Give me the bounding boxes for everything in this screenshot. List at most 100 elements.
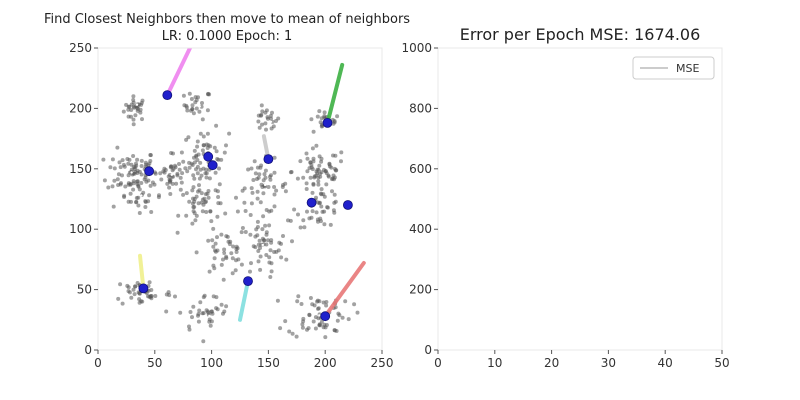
data-point xyxy=(217,182,222,187)
data-point xyxy=(332,210,337,215)
data-point xyxy=(269,269,274,274)
left-x-tick-label: 100 xyxy=(200,356,223,370)
data-point xyxy=(317,201,322,206)
data-point xyxy=(131,187,136,192)
data-point xyxy=(150,180,155,185)
data-point xyxy=(308,296,313,300)
data-point xyxy=(135,107,140,111)
data-point xyxy=(312,174,317,179)
data-point xyxy=(215,307,220,312)
data-point xyxy=(246,167,251,172)
data-point xyxy=(108,165,113,170)
data-point xyxy=(305,327,309,332)
data-point xyxy=(197,176,202,181)
data-point xyxy=(136,183,141,188)
data-point xyxy=(222,150,227,155)
data-point xyxy=(311,182,316,187)
data-point xyxy=(175,230,180,235)
data-point xyxy=(176,213,181,218)
data-point xyxy=(286,218,290,223)
data-point xyxy=(115,177,120,182)
data-point xyxy=(355,310,360,315)
data-point xyxy=(208,209,213,214)
data-point xyxy=(224,254,229,259)
data-point xyxy=(129,167,134,172)
data-point xyxy=(205,108,210,113)
legend: MSE xyxy=(632,56,715,80)
data-point xyxy=(213,249,218,254)
data-point xyxy=(258,200,263,205)
data-point xyxy=(111,204,116,209)
data-point xyxy=(147,193,152,198)
data-point xyxy=(256,259,261,264)
data-point xyxy=(262,172,267,177)
left-y-tick-label: 150 xyxy=(69,162,92,176)
right-y-ticks: 0 200 400 600 800 1000 xyxy=(401,41,438,357)
data-point xyxy=(139,181,144,185)
data-point xyxy=(171,151,175,156)
data-point xyxy=(112,178,117,183)
data-point xyxy=(164,309,169,314)
data-point xyxy=(296,294,301,299)
data-point xyxy=(195,158,200,162)
data-point xyxy=(213,170,218,175)
data-point xyxy=(184,191,189,196)
data-point xyxy=(221,277,226,282)
data-point xyxy=(183,166,188,171)
data-point xyxy=(266,185,271,189)
data-point xyxy=(191,185,196,190)
data-point xyxy=(217,166,221,171)
data-point xyxy=(126,289,131,294)
data-point xyxy=(253,171,258,176)
data-point xyxy=(102,178,107,183)
data-point xyxy=(240,226,245,230)
data-point xyxy=(315,114,320,119)
data-point xyxy=(267,223,272,228)
data-point xyxy=(257,238,262,243)
data-point xyxy=(240,188,245,193)
data-point xyxy=(129,295,134,300)
data-point xyxy=(298,225,303,230)
data-point xyxy=(184,103,189,108)
data-point xyxy=(187,324,191,329)
right-x-tick-label: 50 xyxy=(714,356,729,370)
data-point xyxy=(181,192,186,197)
data-point xyxy=(299,302,304,306)
center-trail xyxy=(165,48,193,98)
left-chart-subtitle: LR: 0.1000 Epoch: 1 xyxy=(162,29,293,44)
data-point xyxy=(329,165,334,170)
data-point xyxy=(323,335,328,340)
data-point xyxy=(149,288,154,292)
center-trail xyxy=(138,253,146,291)
data-point xyxy=(133,284,138,289)
right-chart-title: Error per Epoch MSE: 1674.06 xyxy=(460,25,701,44)
data-point xyxy=(192,155,196,160)
data-point xyxy=(315,171,320,176)
data-point xyxy=(140,117,144,122)
data-point xyxy=(219,157,224,162)
data-point xyxy=(313,315,318,320)
data-point xyxy=(258,254,263,259)
data-point xyxy=(134,161,138,166)
data-point xyxy=(324,182,329,187)
data-point xyxy=(116,172,121,177)
right-y-tick-label: 600 xyxy=(409,162,432,176)
data-point xyxy=(235,209,240,214)
data-point xyxy=(190,221,195,226)
data-point xyxy=(207,269,212,274)
data-point-highlight xyxy=(170,173,173,176)
data-point xyxy=(219,262,224,267)
data-point-highlight xyxy=(208,314,211,318)
left-x-tick-label: 0 xyxy=(94,356,102,370)
data-point xyxy=(269,240,274,245)
right-y-tick-label: 400 xyxy=(409,222,432,236)
data-point-highlight xyxy=(261,243,264,247)
data-point xyxy=(174,181,179,186)
data-point xyxy=(251,178,256,182)
data-point xyxy=(131,154,136,158)
data-point xyxy=(292,207,297,212)
data-point xyxy=(204,167,209,172)
data-point xyxy=(129,162,134,167)
data-point xyxy=(131,94,136,99)
